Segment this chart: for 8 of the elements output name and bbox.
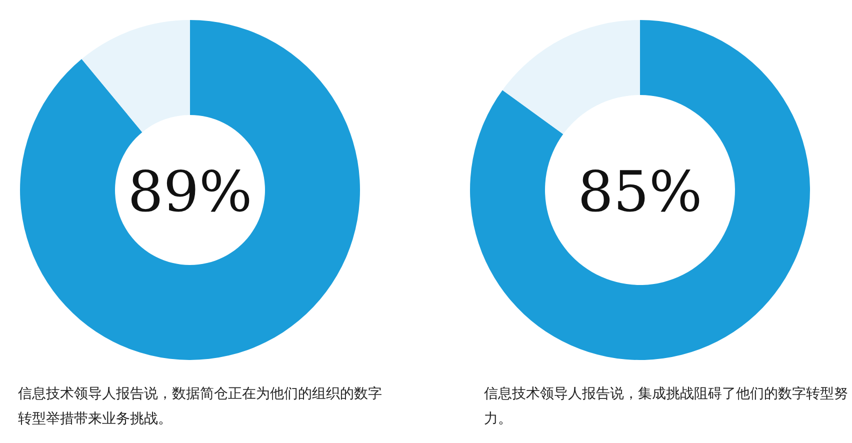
text: 信息技术领导人报告说，集成挑战阻碍了他们的数字转型努力。 [484, 385, 849, 429]
donut-slice [20, 20, 360, 360]
data-label: 85% [578, 160, 702, 225]
donut-slice [502, 20, 640, 134]
donut-slice [82, 20, 190, 132]
donut-slice [470, 20, 810, 360]
data-label: 89% [128, 160, 252, 225]
text: 信息技术领导人报告说，数据简仓正在为他们的组织的数字转型举措带来业务挑战。 [18, 385, 383, 429]
